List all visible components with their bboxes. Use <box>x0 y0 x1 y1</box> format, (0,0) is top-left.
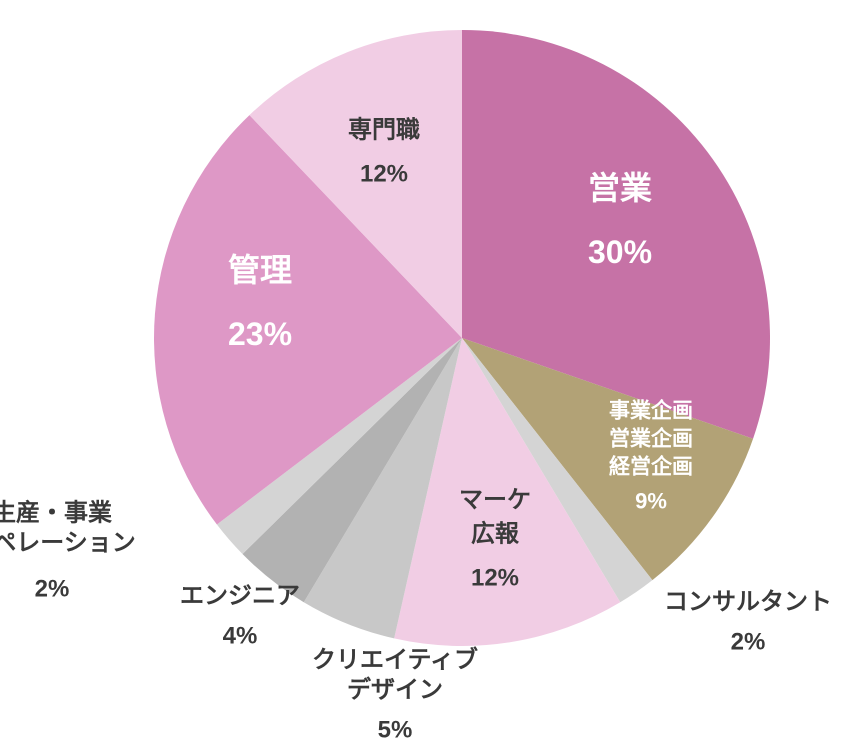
pie-slice <box>242 338 462 603</box>
slice-label: オペレーション <box>0 530 136 557</box>
slice-label: クリエイティブ <box>312 646 478 674</box>
slice-label: 広報 <box>471 520 520 548</box>
slice-percent-label: 9% <box>635 489 667 514</box>
pie-slice <box>154 115 462 525</box>
slice-label: コンサルタント <box>664 589 832 616</box>
slice-percent-label: 5% <box>378 717 413 744</box>
slice-label: 管理 <box>228 252 292 288</box>
slice-percent-label: 12% <box>360 161 408 188</box>
slice-percent-label: 4% <box>223 623 258 650</box>
slice-label: マーケ <box>459 487 531 514</box>
slice-percent-label: 30% <box>588 234 652 270</box>
slice-label: エンジニア <box>180 583 300 610</box>
slice-label: 事業企画 <box>609 399 693 423</box>
slice-label: デザイン <box>347 676 443 704</box>
pie-slice <box>249 30 462 338</box>
slice-label: 経営企画 <box>609 455 693 479</box>
slice-label: 生産・事業 <box>0 499 112 527</box>
slice-percent-label: 2% <box>35 576 70 603</box>
slice-label: 営業 <box>588 170 652 206</box>
pie-slice <box>462 338 754 581</box>
pie-slice <box>394 338 621 646</box>
pie-slice <box>462 30 771 439</box>
slice-percent-label: 12% <box>471 565 519 592</box>
slice-percent-label: 2% <box>731 629 766 656</box>
slice-label: 営業企画 <box>609 427 693 451</box>
pie-slice <box>303 338 462 639</box>
pie-slice <box>216 338 462 555</box>
pie-slice <box>462 338 653 603</box>
slice-percent-label: 23% <box>228 316 292 352</box>
slice-label: 専門職 <box>348 117 420 144</box>
